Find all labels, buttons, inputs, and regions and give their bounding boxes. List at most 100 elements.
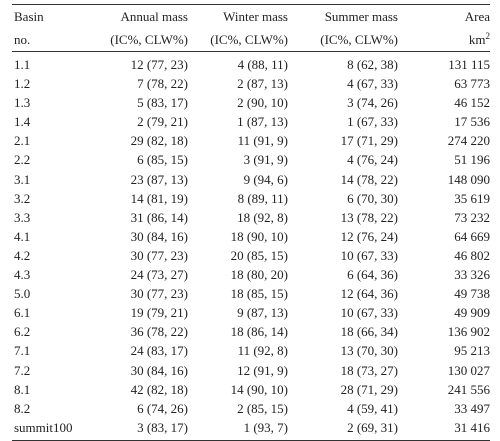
- basin-mass-table: Basin Annual mass Winter mass Summer mas…: [12, 4, 490, 441]
- cell-basin: 1.1: [14, 57, 31, 72]
- cell-winter-mass: 11 (91, 9): [237, 133, 288, 149]
- table-row: 2.1 29 (82, 18) 11 (91, 9) 17 (71, 29) 274 2…: [12, 131, 490, 150]
- header-basin: Basin: [12, 4, 92, 28]
- cell-basin: 7.1: [14, 343, 31, 359]
- cell-winter-mass: 9 (94, 6): [243, 171, 288, 187]
- cell-area: 33 326: [454, 267, 490, 283]
- cell-area: 63 773: [454, 76, 490, 92]
- cell-basin: 2.1: [14, 133, 31, 149]
- table-row: 4.2 30 (77, 23) 20 (85, 15) 10 (67, 33) 46 8…: [12, 246, 490, 265]
- cell-summer-mass: 6 (70, 30): [347, 190, 398, 206]
- cell-area: 241 556: [447, 381, 490, 397]
- cell-annual-mass: 23 (87, 13): [130, 171, 188, 187]
- cell-basin: 1.3: [14, 95, 31, 111]
- cell-basin: 5.0: [14, 286, 31, 302]
- cell-area: 73 232: [454, 209, 490, 225]
- header-summer-sub: (IC%, CLW%): [292, 28, 402, 52]
- cell-annual-mass: 29 (82, 18): [130, 133, 188, 149]
- table-row: 2.2 6 (85, 15) 3 (91, 9) 4 (76, 24) 51 196: [12, 150, 490, 169]
- cell-annual-mass: 3 (83, 17): [92, 417, 192, 441]
- cell-winter-mass: 18 (86, 14): [230, 324, 288, 340]
- header-winter: Winter mass: [192, 4, 292, 28]
- cell-area: 49 909: [454, 305, 490, 321]
- cell-winter-mass: 18 (92, 8): [237, 209, 288, 225]
- cell-basin: 8.1: [14, 381, 31, 397]
- cell-summer-mass: 18 (73, 27): [340, 362, 398, 378]
- cell-annual-mass: 24 (73, 27): [130, 267, 188, 283]
- cell-annual-mass: 24 (83, 17): [130, 343, 188, 359]
- cell-annual-mass: 42 (82, 18): [130, 381, 188, 397]
- table-row: 3.3 31 (86, 14) 18 (92, 8) 13 (78, 22) 73 23…: [12, 208, 490, 227]
- cell-annual-mass: 5 (83, 17): [137, 95, 188, 111]
- cell-area: 130 027: [447, 362, 490, 378]
- cell-annual-mass: 19 (79, 21): [130, 305, 188, 321]
- cell-annual-mass: 30 (77, 23): [130, 247, 188, 263]
- table-row: 1.2 7 (78, 22) 2 (87, 13) 4 (67, 33) 63 773: [12, 74, 490, 93]
- cell-area: 95 213: [454, 343, 490, 359]
- table-body: 1.1 12 (77, 23) 4 (88, 11) 8 (62, 38) 131 11…: [12, 52, 490, 441]
- cell-annual-mass: 14 (81, 19): [130, 190, 188, 206]
- cell-summer-mass: 1 (67, 33): [347, 114, 398, 130]
- cell-area: 31 416: [402, 417, 490, 441]
- cell-basin: 7.2: [14, 362, 31, 378]
- cell-basin: 8.2: [14, 400, 31, 416]
- cell-annual-mass: 7 (78, 22): [137, 76, 188, 92]
- cell-basin: 3.1: [14, 171, 31, 187]
- cell-winter-mass: 18 (85, 15): [230, 286, 288, 302]
- cell-basin: 3.3: [14, 209, 31, 225]
- cell-basin: 4.1: [14, 228, 31, 244]
- table-row: 1.4 2 (79, 21) 1 (87, 13) 1 (67, 33) 17 536: [12, 112, 490, 131]
- cell-annual-mass: 12 (77, 23): [130, 57, 188, 72]
- table-row: 1.3 5 (83, 17) 2 (90, 10) 3 (74, 26) 46 152: [12, 93, 490, 112]
- cell-basin: 4.3: [14, 267, 31, 283]
- cell-winter-mass: 3 (91, 9): [243, 152, 288, 168]
- cell-annual-mass: 6 (85, 15): [137, 152, 188, 168]
- table-row: 6.2 36 (78, 22) 18 (86, 14) 18 (66, 34) 136 …: [12, 322, 490, 341]
- cell-winter-mass: 2 (87, 13): [237, 76, 288, 92]
- cell-area: 51 196: [454, 152, 490, 168]
- cell-winter-mass: 20 (85, 15): [230, 247, 288, 263]
- cell-winter-mass: 8 (89, 11): [237, 190, 288, 206]
- cell-basin: 4.2: [14, 247, 31, 263]
- cell-summer-mass: 10 (67, 33): [340, 305, 398, 321]
- cell-annual-mass: 36 (78, 22): [130, 324, 188, 340]
- cell-basin: 6.1: [14, 305, 31, 321]
- table-row: 4.1 30 (84, 16) 18 (90, 10) 12 (76, 24) 64 6…: [12, 227, 490, 246]
- cell-basin: 1.4: [14, 114, 31, 130]
- table-row: 7.1 24 (83, 17) 11 (92, 8) 13 (70, 30) 95 21…: [12, 341, 490, 360]
- header-annual: Annual mass: [92, 4, 192, 28]
- cell-summer-mass: 13 (70, 30): [340, 343, 398, 359]
- cell-basin: 2.2: [14, 152, 31, 168]
- cell-area: 46 802: [454, 247, 490, 263]
- cell-area: 131 115: [448, 57, 490, 72]
- cell-area: 17 536: [454, 114, 490, 130]
- table-row: 8.2 6 (74, 26) 2 (85, 15) 4 (59, 41) 33 497: [12, 399, 490, 418]
- cell-summer-mass: 2 (69, 31): [292, 417, 402, 441]
- cell-basin: 6.2: [14, 324, 31, 340]
- header-area-sub: km2: [402, 28, 490, 52]
- cell-winter-mass: 18 (80, 20): [230, 267, 288, 283]
- cell-summer-mass: 12 (76, 24): [340, 228, 398, 244]
- cell-annual-mass: 6 (74, 26): [137, 400, 188, 416]
- header-summer: Summer mass: [292, 4, 402, 28]
- cell-summer-mass: 17 (71, 29): [340, 133, 398, 149]
- cell-annual-mass: 2 (79, 21): [137, 114, 188, 130]
- cell-winter-mass: 9 (87, 13): [237, 305, 288, 321]
- table-row: summit100 3 (83, 17) 1 (93, 7) 2 (69, 31) 31…: [12, 417, 490, 441]
- table-row: 3.1 23 (87, 13) 9 (94, 6) 14 (78, 22) 148 09…: [12, 170, 490, 189]
- cell-summer-mass: 4 (67, 33): [347, 76, 398, 92]
- table-row: 7.2 30 (84, 16) 12 (91, 9) 18 (73, 27) 130 0…: [12, 361, 490, 380]
- area-unit-superscript: 2: [485, 31, 491, 41]
- cell-summer-mass: 4 (76, 24): [347, 152, 398, 168]
- cell-area: 49 738: [454, 286, 490, 302]
- cell-area: 148 090: [447, 171, 490, 187]
- cell-basin: 3.2: [14, 190, 31, 206]
- cell-area: 33 497: [454, 400, 490, 416]
- cell-summer-mass: 10 (67, 33): [340, 247, 398, 263]
- table-row: 4.3 24 (73, 27) 18 (80, 20) 6 (64, 36) 33 32…: [12, 265, 490, 284]
- cell-summer-mass: 6 (64, 36): [347, 267, 398, 283]
- cell-area: 35 619: [454, 190, 490, 206]
- cell-winter-mass: 1 (87, 13): [237, 114, 288, 130]
- cell-winter-mass: 4 (88, 11): [237, 57, 288, 72]
